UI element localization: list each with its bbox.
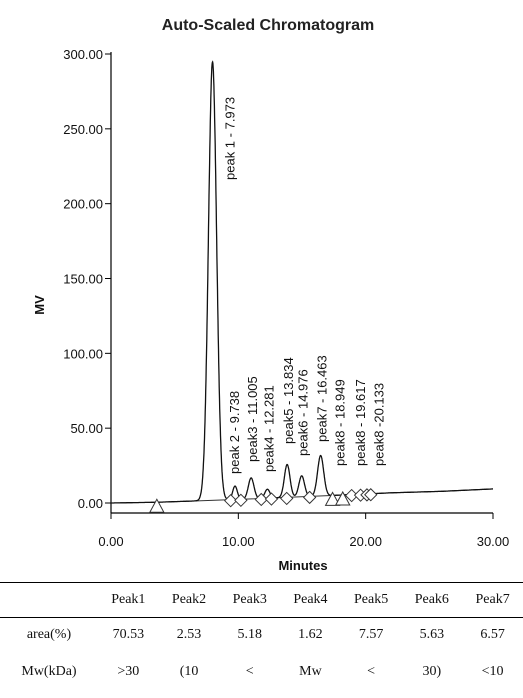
diamond-marker	[264, 492, 279, 506]
y-tick-label: 100.00	[63, 346, 103, 361]
table-row: area(%) 70.53 2.53 5.18 1.62 7.57 5.63 6…	[0, 618, 523, 653]
x-tick-label: 0.00	[98, 534, 123, 549]
table-cell: 1.62	[298, 627, 323, 642]
table-header-cell	[0, 583, 98, 618]
diamond-marker	[280, 491, 294, 506]
table-header-cell: Peak5	[354, 592, 389, 607]
triangle-marker	[324, 491, 341, 506]
peak-label: peak8 -20.133	[371, 383, 386, 466]
diamond-marker	[254, 492, 268, 507]
y-axis-title: MV	[32, 295, 47, 315]
table-cell: <	[245, 664, 254, 679]
table-cell: <10	[481, 664, 504, 679]
y-tick-label: 150.00	[63, 272, 103, 287]
peak-label: peak8 - 18.949	[332, 379, 347, 466]
peak-label: peak3 - 11.005	[245, 376, 260, 462]
table-cell: 30)	[422, 664, 442, 679]
table-cell: Mw	[299, 664, 322, 679]
table-cell: 6.57	[480, 627, 505, 642]
diamond-marker	[234, 493, 248, 508]
table-cell: 2.53	[176, 627, 202, 642]
diamond-marker	[223, 493, 238, 508]
table-cell: (10	[179, 664, 199, 679]
diamond-marker	[364, 488, 378, 502]
table-header-row: Peak1 Peak2 Peak3 Peak4 Peak5 Peak6 Peak…	[0, 582, 523, 618]
triangle-marker	[334, 490, 351, 506]
peak-label: peak5 - 13.834	[281, 357, 296, 444]
table-header-cell: Peak2	[171, 592, 207, 607]
table-cell: 5.63	[419, 627, 445, 642]
table-cell: Mw(kDa)	[21, 664, 77, 679]
triangle-marker	[149, 498, 165, 513]
table-cell: <	[367, 664, 376, 679]
signal-series	[111, 60, 493, 504]
x-tick-label: 10.00	[222, 534, 255, 549]
table-header-cell: Peak4	[293, 592, 328, 607]
table-header-cell: Peak7	[475, 592, 510, 607]
table-cell: 70.53	[112, 627, 145, 642]
peak-label: peak8 - 19.617	[353, 379, 368, 466]
y-tick-label: 50.00	[70, 421, 103, 436]
chart-title: Auto-Scaled Chromatogram	[162, 17, 374, 34]
x-axis-title: Minutes	[278, 558, 327, 573]
diamond-marker	[302, 490, 317, 505]
chromatogram-chart: Auto-Scaled Chromatogram MV Minutes 0.00…	[32, 17, 510, 573]
y-tick-label: 250.00	[63, 122, 103, 137]
y-tick-label: 0.00	[78, 496, 103, 511]
x-tick-label: 30.00	[477, 534, 510, 549]
peak-results-table: Peak1 Peak2 Peak3 Peak4 Peak5 Peak6 Peak…	[0, 582, 523, 692]
table-cell: area(%)	[26, 627, 72, 642]
peak-label: peak 2 - 9.738	[227, 391, 242, 474]
table-header-cell: Peak6	[414, 592, 449, 607]
y-tick-label: 200.00	[63, 197, 103, 212]
table-cell: 5.18	[237, 627, 262, 642]
x-tick-label: 20.00	[349, 534, 382, 549]
peak-label: peak6 - 14.976	[296, 369, 311, 456]
table-row: Mw(kDa) >30 (10 < Mw < 30) <10	[0, 652, 523, 692]
table-cell: 7.57	[358, 627, 384, 642]
peak-label: peak4 - 12.281	[261, 385, 276, 472]
peak-label: peak7 - 16.463	[315, 355, 330, 442]
peak-label: peak 1 - 7.973	[223, 97, 238, 180]
table-cell: >30	[117, 664, 140, 679]
table-header-cell: Peak1	[111, 592, 146, 607]
table-header-cell: Peak3	[232, 592, 267, 607]
y-tick-label: 300.00	[63, 47, 103, 62]
